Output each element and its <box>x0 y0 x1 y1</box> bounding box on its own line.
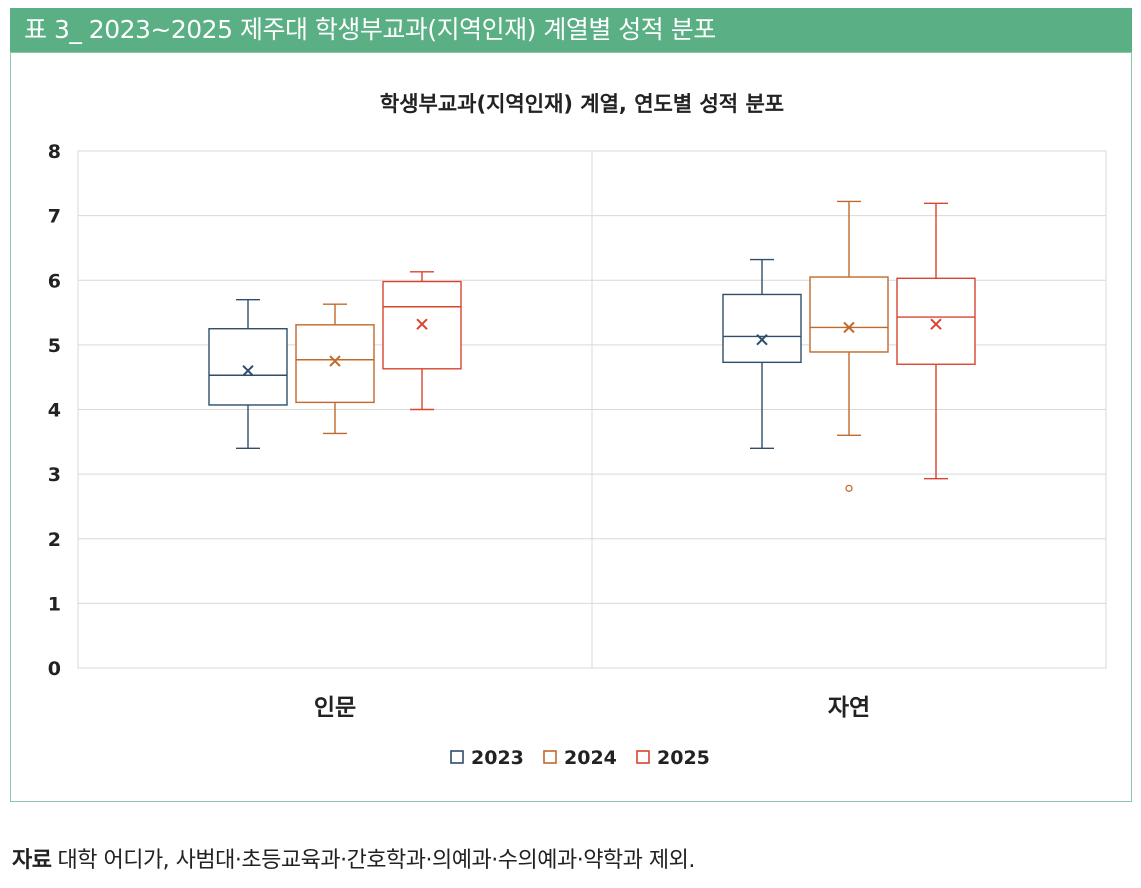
table-header-bar: 표 3_ 2023~2025 제주대 학생부교과(지역인재) 계열별 성적 분포 <box>10 8 1132 52</box>
y-tick-label: 0 <box>48 658 61 680</box>
y-tick-label: 8 <box>48 141 61 163</box>
legend-swatch <box>450 750 464 764</box>
mean-marker <box>329 355 341 367</box>
y-tick-label: 6 <box>48 270 61 292</box>
y-tick-label: 2 <box>48 529 61 551</box>
source-note: 자료 대학 어디가, 사범대·초등교육과·간호학과·의예과·수의예과·약학과 제외… <box>12 842 695 874</box>
chart-title: 학생부교과(지역인재) 계열, 연도별 성적 분포 <box>380 92 784 116</box>
source-label: 자료 <box>12 848 52 873</box>
legend-label: 2023 <box>471 747 524 769</box>
x-category-label: 자연 <box>828 695 870 721</box>
y-tick-label: 3 <box>48 464 61 486</box>
chart-frame: 학생부교과(지역인재) 계열, 연도별 성적 분포 0 1 2 3 4 5 6 7 8 인문 자연 20… <box>10 52 1132 802</box>
legend-swatch <box>636 750 650 764</box>
mean-marker <box>416 318 428 330</box>
mean-marker <box>242 365 254 377</box>
box-iqr <box>809 276 889 353</box>
source-text: 대학 어디가, 사범대·초등교육과·간호학과·의예과·수의예과·약학과 제외. <box>57 848 695 873</box>
box-plot-chart: 학생부교과(지역인재) 계열, 연도별 성적 분포 0 1 2 3 4 5 6 7 8 인문 자연 20… <box>48 92 1107 769</box>
y-tick-label: 4 <box>48 400 61 422</box>
legend-label: 2024 <box>564 747 617 769</box>
legend-swatch <box>543 750 557 764</box>
table-title: 표 3_ 2023~2025 제주대 학생부교과(지역인재) 계열별 성적 분포 <box>24 15 716 44</box>
box-iqr <box>896 277 976 365</box>
mean-marker <box>843 321 855 334</box>
mean-marker <box>930 318 942 330</box>
y-tick-label: 5 <box>48 335 61 357</box>
y-tick-label: 1 <box>48 593 61 615</box>
y-tick-label: 7 <box>48 206 61 228</box>
legend-label: 2025 <box>657 747 710 769</box>
outlier-point <box>845 484 853 492</box>
box-iqr <box>722 293 802 364</box>
x-category-label: 인문 <box>314 695 356 721</box>
mean-marker <box>756 333 768 346</box>
box-iqr <box>208 328 288 406</box>
box-iqr <box>295 324 375 404</box>
